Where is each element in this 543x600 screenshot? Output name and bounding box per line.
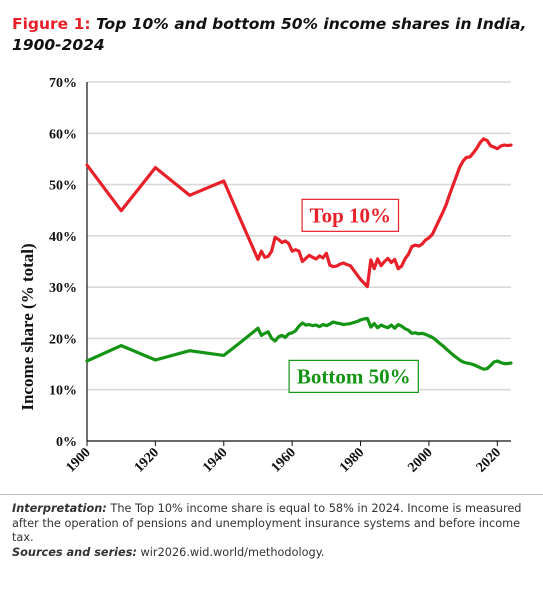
x-tick-label: 1960 [269,445,299,475]
y-axis-label: Income share (% total) [18,243,37,411]
annotation-box [288,359,419,393]
sources-text: wir2026.wid.world/methodology. [136,545,325,559]
figure-title: Figure 1: Top 10% and bottom 50% income … [12,14,532,56]
y-tick-label: 60% [49,127,77,142]
figure-label: Figure 1: [12,15,91,33]
annotation-box [301,198,400,232]
interpretation-note: Interpretation: The Top 10% income share… [12,502,532,546]
annotation-label: Bottom 50% [297,364,411,388]
x-tick-label: 2000 [405,445,435,475]
y-tick-label: 0% [56,435,77,450]
line-chart: 0%10%20%30%40%50%60%70%1900 1920 1940 1960 1… [49,76,513,476]
y-tick-label: 10% [49,384,77,399]
sources-label: Sources and series: [12,545,137,559]
x-tick-label: 1940 [200,445,230,475]
y-tick-label: 40% [49,230,77,245]
series-line-bottom-50- [85,316,513,371]
chart-panel: 0% 10% 20% 30% 40% 50% 60% 70% 1900 1920 1940 1960 1… [0,62,543,495]
x-tick-label: 1980 [337,445,367,475]
sources-note: Sources and series: wir2026.wid.world/me… [12,546,532,561]
interpretation-text: The Top 10% income share is equal to 58%… [12,502,522,544]
figure-title-text: Top 10% and bottom 50% income shares in … [12,15,527,54]
x-tick-label: 2020 [474,445,504,475]
y-tick-label: 30% [49,281,77,296]
figure-notes: Interpretation: The Top 10% income share… [12,502,532,560]
y-tick-label: 70% [49,76,77,91]
annotation-label: Top 10% [310,203,392,227]
y-tick-label: 50% [49,179,77,194]
interpretation-label: Interpretation: [12,502,107,515]
series-line-top-10- [85,137,513,289]
y-tick-label: 20% [49,332,77,347]
x-tick-label: 1920 [132,445,162,475]
